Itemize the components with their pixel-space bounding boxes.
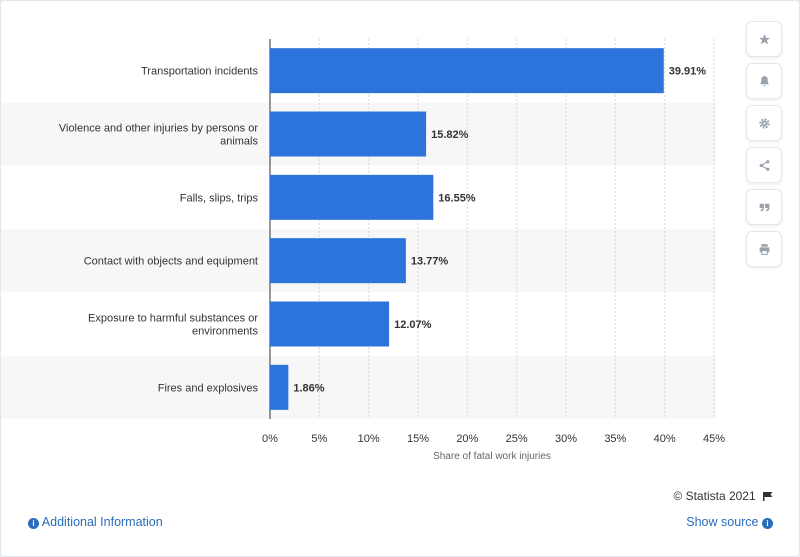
- additional-information-link[interactable]: i Additional Information: [28, 515, 163, 529]
- row-band: [1, 355, 716, 419]
- category-label: Falls, slips, trips: [180, 192, 259, 204]
- x-tick-label: 25%: [506, 433, 528, 445]
- x-tick-label: 15%: [407, 433, 429, 445]
- x-tick-label: 35%: [604, 433, 626, 445]
- category-label: environments: [192, 326, 259, 338]
- bar: [270, 174, 434, 220]
- bar: [270, 364, 289, 410]
- category-label: Transportation incidents: [141, 66, 258, 78]
- show-source-link[interactable]: Show source i: [686, 515, 773, 529]
- quote-icon[interactable]: [746, 189, 782, 225]
- x-tick-label: 40%: [654, 433, 676, 445]
- x-tick-label: 0%: [262, 433, 278, 445]
- info-icon: i: [762, 518, 773, 529]
- value-label: 15.82%: [431, 129, 469, 141]
- gear-icon[interactable]: [746, 105, 782, 141]
- x-tick-label: 45%: [703, 433, 725, 445]
- x-tick-label: 5%: [311, 433, 327, 445]
- x-axis-title: Share of fatal work injuries: [433, 451, 551, 462]
- print-icon[interactable]: [746, 231, 782, 267]
- flag-icon: [763, 492, 773, 501]
- category-label: Contact with objects and equipment: [84, 256, 258, 268]
- value-label: 16.55%: [438, 192, 476, 204]
- share-icon[interactable]: [746, 147, 782, 183]
- category-label: Exposure to harmful substances or: [88, 313, 258, 325]
- star-icon[interactable]: [746, 21, 782, 57]
- show-source-label: Show source: [686, 515, 759, 529]
- x-tick-label: 10%: [358, 433, 380, 445]
- category-label: animals: [220, 136, 258, 148]
- category-label: Fires and explosives: [158, 382, 259, 394]
- x-tick-label: 30%: [555, 433, 577, 445]
- category-label: Violence and other injuries by persons o…: [59, 123, 258, 135]
- info-icon: i: [28, 518, 39, 529]
- x-tick-label: 20%: [456, 433, 478, 445]
- bar: [270, 238, 406, 284]
- bar: [270, 301, 390, 347]
- bar: [270, 48, 664, 94]
- value-label: 1.86%: [293, 382, 324, 394]
- value-label: 13.77%: [411, 256, 449, 268]
- bell-icon[interactable]: [746, 63, 782, 99]
- value-label: 12.07%: [394, 319, 432, 331]
- bar: [270, 111, 427, 157]
- bar-chart: 39.91% Transportation incidents 15.82% Viol…: [1, 39, 725, 462]
- credit-text: © Statista 2021: [673, 489, 756, 503]
- value-label: 39.91%: [669, 66, 707, 78]
- additional-information-label: Additional Information: [41, 515, 163, 529]
- statista-credit: © Statista 2021: [673, 489, 773, 503]
